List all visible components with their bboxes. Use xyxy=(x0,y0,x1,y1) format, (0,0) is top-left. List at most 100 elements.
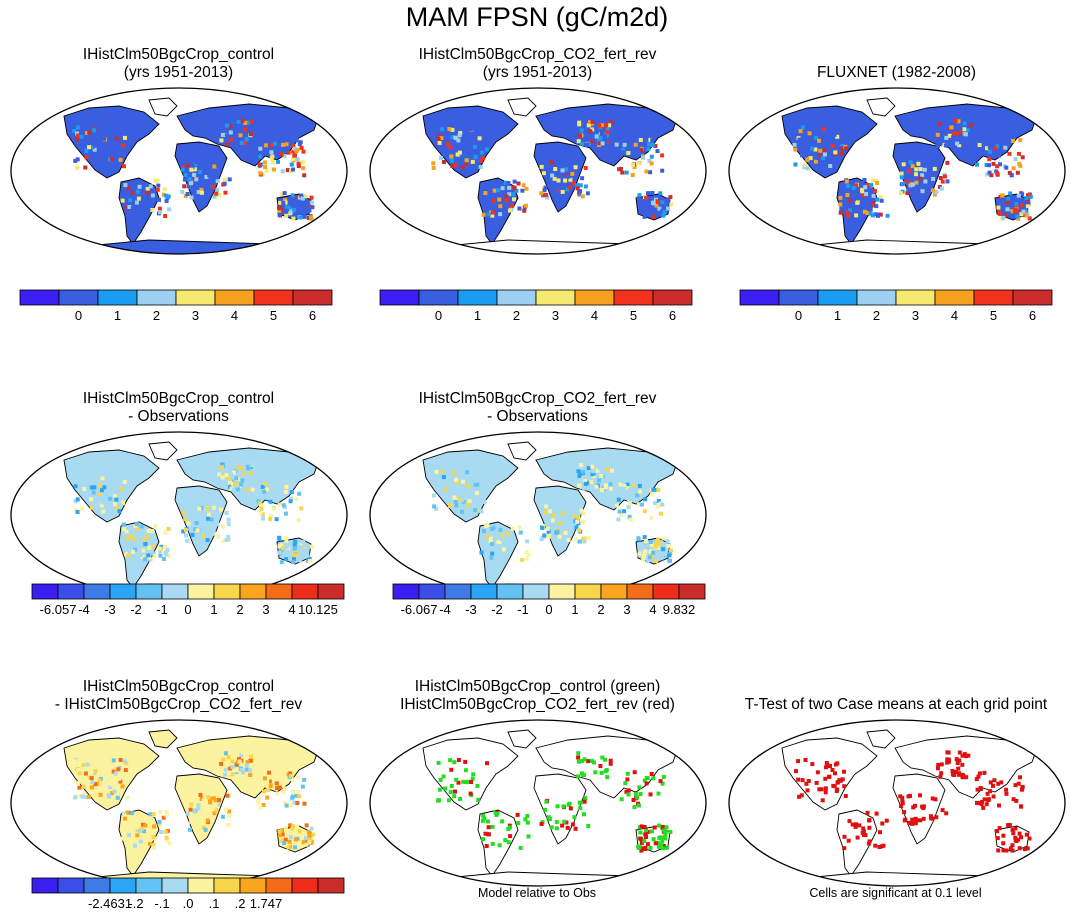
p7-continent-namerica xyxy=(422,737,519,811)
colorbar-swatch xyxy=(58,289,99,306)
colorbar-tick-label: 2 xyxy=(236,602,243,617)
colorbar-tick-label: 0 xyxy=(75,308,82,323)
colorbar-tick-label: 2 xyxy=(153,308,160,323)
p4-colorbar: -6.057 -4 -3 -2 -1 0 1 2 3 4 10.125 xyxy=(31,583,345,617)
p7-map xyxy=(369,719,707,887)
p8-continent-africa xyxy=(892,773,946,845)
p4-title-line1: IHistClm50BgcCrop_control xyxy=(82,390,275,407)
colorbar-tick-label: 4 xyxy=(288,602,295,617)
note-significance: Cells are significant at 0.1 level xyxy=(809,886,982,900)
colorbar-tick-label: 4 xyxy=(591,308,598,323)
p3-title: FLUXNET (1982-2008) xyxy=(718,64,1074,82)
colorbar-swatch xyxy=(778,289,819,306)
p4-continent-namerica xyxy=(63,449,160,523)
p2-continent-greenland xyxy=(507,97,537,117)
p7-continent-greenland xyxy=(507,729,537,749)
colorbar-tick-label: -2.4631 xyxy=(88,896,132,911)
colorbar-tick-label: 2 xyxy=(873,308,880,323)
colorbar-swatch xyxy=(895,289,936,306)
colorbar-swatch xyxy=(1012,289,1053,306)
colorbar-tick-label: 6 xyxy=(669,308,676,323)
colorbar-swatch xyxy=(470,583,498,600)
colorbar-tick-label: -1 xyxy=(517,602,529,617)
colorbar-swatch xyxy=(83,877,111,894)
colorbar-tick-label: 4 xyxy=(649,602,656,617)
p7-title-line2: IHistClm50BgcCrop_CO2_fert_rev (red) xyxy=(400,696,675,713)
colorbar-tick-label: 5 xyxy=(630,308,637,323)
p6-title: IHistClm50BgcCrop_control - IHistClm50Bgc… xyxy=(0,678,357,714)
colorbar-swatch xyxy=(31,877,59,894)
p3-continent-greenland xyxy=(866,97,896,117)
colorbar-tick-label: 0 xyxy=(435,308,442,323)
p6-title-line1: IHistClm50BgcCrop_control xyxy=(82,678,275,695)
colorbar-tick-label: -3 xyxy=(104,602,116,617)
colorbar-swatch xyxy=(187,583,215,600)
colorbar-swatch xyxy=(83,583,111,600)
colorbar-tick-label: -6.057 xyxy=(40,602,77,617)
colorbar-swatch xyxy=(291,583,319,600)
p4-title: IHistClm50BgcCrop_control - Observations xyxy=(0,390,357,426)
colorbar-swatch xyxy=(817,289,858,306)
colorbar-tick-label: -2 xyxy=(130,602,142,617)
colorbar-swatch xyxy=(418,289,459,306)
colorbar-tick-label: 0 xyxy=(795,308,802,323)
colorbar-tick-label: 9.832 xyxy=(663,602,696,617)
colorbar-tick-label: 3 xyxy=(192,308,199,323)
colorbar-tick-label: 10.125 xyxy=(298,602,338,617)
colorbar-swatch xyxy=(522,583,550,600)
colorbar-swatch xyxy=(973,289,1014,306)
note-model-relative-to-obs: Model relative to Obs xyxy=(477,886,597,900)
colorbar-swatch xyxy=(57,877,85,894)
colorbar-swatch xyxy=(317,877,345,894)
colorbar-swatch xyxy=(392,583,420,600)
p2-title-line2: (yrs 1951-2013) xyxy=(482,64,593,81)
colorbar-swatch xyxy=(109,877,137,894)
p5-title-line1: IHistClm50BgcCrop_CO2_fert_rev xyxy=(418,390,657,407)
colorbar-tick-label: 2 xyxy=(513,308,520,323)
colorbar-swatch xyxy=(239,877,267,894)
colorbar-tick-label: -.2 xyxy=(128,896,143,911)
colorbar-swatch xyxy=(136,289,177,306)
colorbar-tick-label: -1 xyxy=(156,602,168,617)
colorbar-tick-label: 3 xyxy=(912,308,919,323)
p5-continent-africa xyxy=(533,485,587,557)
colorbar-swatch xyxy=(613,289,654,306)
p1-colorbar: 0 1 2 3 4 5 6 xyxy=(19,289,333,323)
p1-title-line2: (yrs 1951-2013) xyxy=(123,64,234,81)
colorbar-tick-label: .1 xyxy=(209,896,220,911)
colorbar-tick-label: 1 xyxy=(834,308,841,323)
p3-map xyxy=(728,87,1066,255)
p7-title: IHistClm50BgcCrop_control (green) IHistCl… xyxy=(359,678,716,714)
colorbar-swatch xyxy=(934,289,975,306)
colorbar-tick-label: 3 xyxy=(552,308,559,323)
colorbar-swatch xyxy=(496,289,537,306)
colorbar-swatch xyxy=(175,289,216,306)
colorbar-swatch xyxy=(135,583,163,600)
colorbar-tick-label: 5 xyxy=(270,308,277,323)
colorbar-swatch xyxy=(678,583,706,600)
colorbar-swatch xyxy=(626,583,654,600)
colorbar-swatch xyxy=(97,289,138,306)
figure-title: MAM FPSN (gC/m2d) xyxy=(405,2,669,32)
colorbar-tick-label: .0 xyxy=(183,896,194,911)
p6-title-line2: - IHistClm50BgcCrop_CO2_fert_rev xyxy=(54,696,303,713)
colorbar-tick-label: 0 xyxy=(184,602,191,617)
p8-map xyxy=(728,719,1066,887)
colorbar-tick-label: 3 xyxy=(623,602,630,617)
p8-title-line1: T-Test of two Case means at each grid po… xyxy=(744,696,1048,713)
colorbar-swatch xyxy=(253,289,294,306)
p2-map xyxy=(369,87,707,255)
colorbar-tick-label: -.1 xyxy=(154,896,169,911)
colorbar-tick-label: 1 xyxy=(474,308,481,323)
colorbar-swatch xyxy=(379,289,420,306)
colorbar-tick-label: 1 xyxy=(571,602,578,617)
colorbar-swatch xyxy=(548,583,576,600)
p8-continent-greenland xyxy=(866,729,896,749)
p1-title: IHistClm50BgcCrop_control (yrs 1951-2013) xyxy=(0,46,357,82)
p5-colorbar: -6.067 -4 -3 -2 -1 0 1 2 3 4 9.832 xyxy=(392,583,706,617)
p1-continent-greenland xyxy=(148,97,178,117)
p5-title: IHistClm50BgcCrop_CO2_fert_rev - Observat… xyxy=(359,390,716,426)
p6-continent-africa xyxy=(174,773,228,845)
colorbar-swatch xyxy=(57,583,85,600)
p1-title-line1: IHistClm50BgcCrop_control xyxy=(82,46,275,63)
